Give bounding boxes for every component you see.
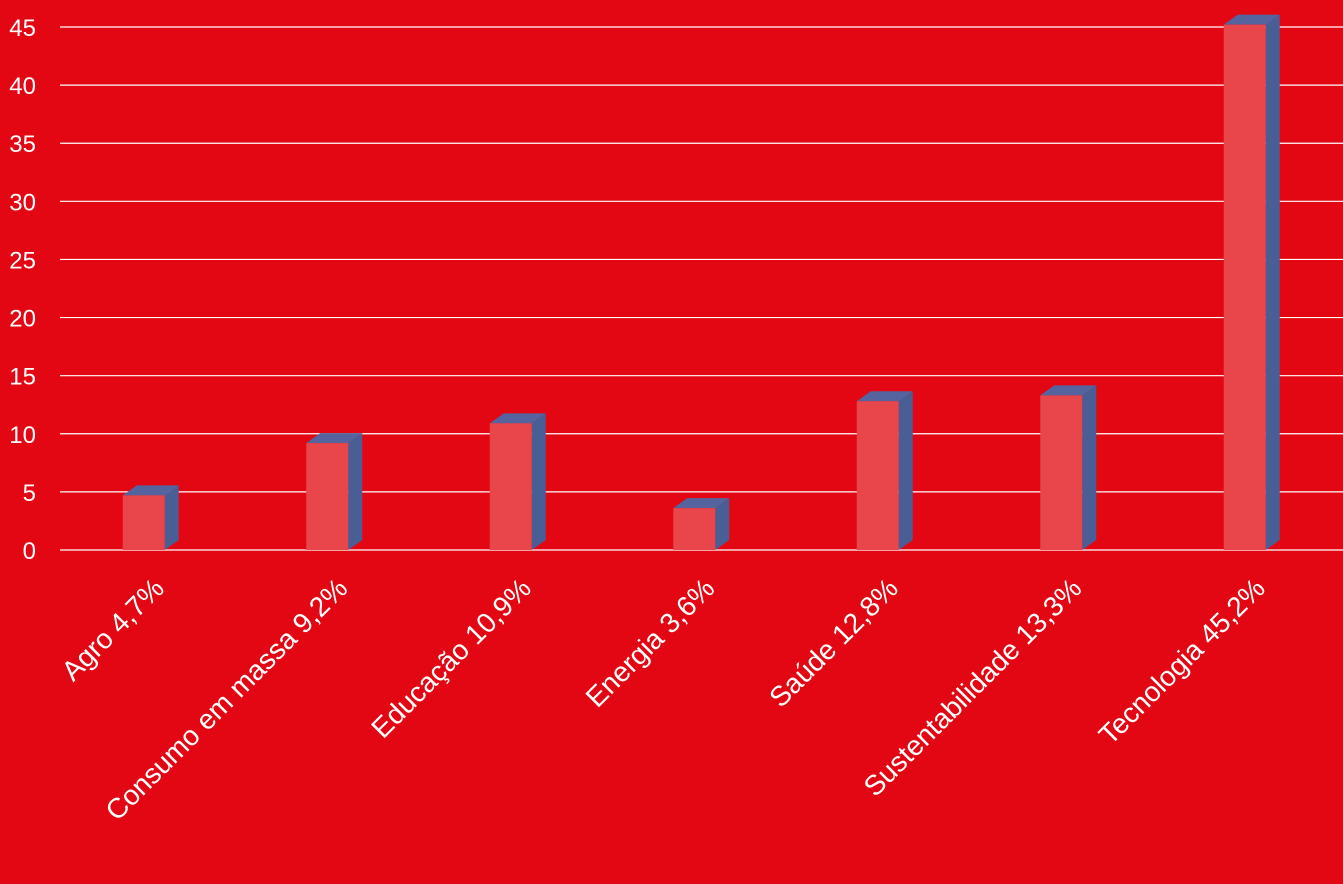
y-tick-label: 15 — [9, 364, 36, 391]
x-axis: Agro 4,7%Consumo em massa 9,2% Educação 1… — [56, 572, 1271, 826]
bar-top — [306, 433, 363, 444]
bar-front — [489, 423, 532, 550]
bar — [489, 413, 546, 550]
bar — [306, 433, 363, 550]
bar — [122, 485, 179, 550]
bar-top — [673, 498, 730, 509]
bar-top — [489, 413, 546, 424]
bar-side — [348, 433, 363, 550]
y-tick-label: 10 — [9, 422, 36, 449]
bar-top — [1040, 385, 1097, 396]
bar-side — [898, 391, 913, 550]
y-tick-label: 45 — [9, 15, 36, 42]
bar-side — [164, 485, 179, 550]
bar-top — [1223, 14, 1280, 25]
bar — [856, 391, 913, 550]
y-tick-label: 5 — [23, 480, 36, 507]
bar-side — [715, 498, 730, 550]
bar-front — [1040, 395, 1083, 550]
bar — [1040, 385, 1097, 550]
bar-front — [856, 401, 899, 550]
gridlines — [60, 26, 1343, 551]
bar — [673, 498, 730, 550]
x-tick-label: Educação 10,9% — [365, 572, 537, 744]
x-tick-label: Sustentabilidade 13,3% — [858, 572, 1088, 802]
bar-front — [673, 508, 716, 550]
bar-side — [531, 413, 546, 550]
bar-side — [1082, 385, 1097, 550]
bar-front — [306, 443, 349, 550]
bar-top — [856, 391, 913, 402]
bars — [122, 14, 1280, 551]
y-axis: 0 5 10 15 20 25 30 35 40 45 — [9, 15, 36, 565]
x-tick-label: Energia 3,6% — [580, 572, 721, 713]
bar-front — [122, 495, 165, 550]
y-tick-label: 25 — [9, 247, 36, 274]
y-tick-label: 20 — [9, 306, 36, 333]
bar-side — [1265, 14, 1280, 551]
y-tick-label: 40 — [9, 73, 36, 100]
bar-top — [122, 485, 179, 496]
y-tick-label: 35 — [9, 131, 36, 158]
y-tick-label: 0 — [23, 538, 36, 565]
y-tick-label: 30 — [9, 189, 36, 216]
x-tick-label: Saúde 12,8% — [763, 572, 904, 713]
bar-front — [1223, 24, 1266, 551]
x-tick-label: Tecnologia 45,2% — [1093, 572, 1271, 750]
bar — [1223, 14, 1280, 551]
x-tick-label: Agro 4,7% — [56, 572, 170, 686]
